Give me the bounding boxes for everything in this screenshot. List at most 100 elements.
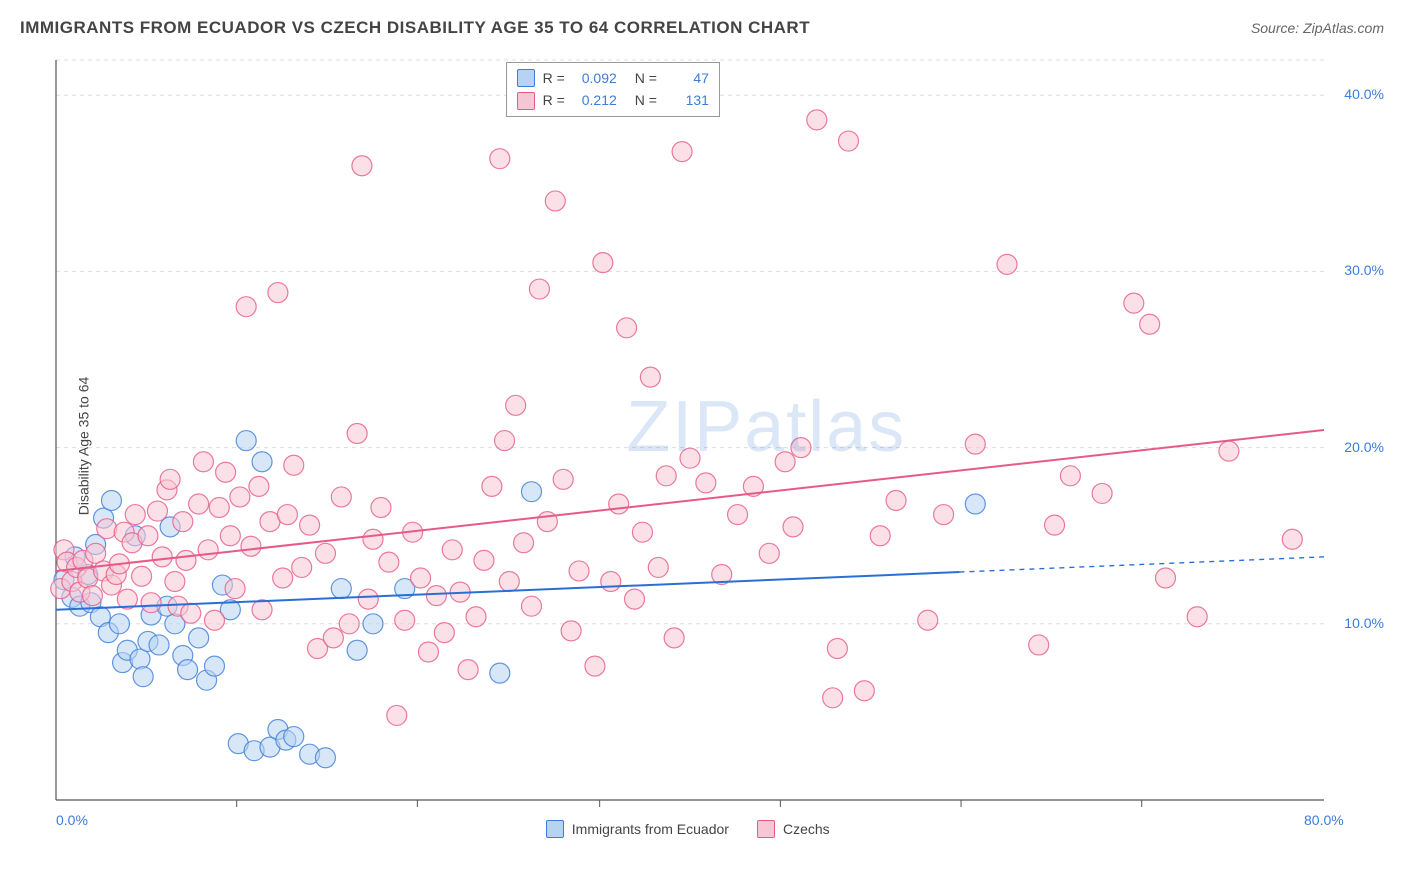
czechs-point	[561, 621, 581, 641]
czechs-point	[160, 469, 180, 489]
czechs-point	[173, 512, 193, 532]
czechs-point	[323, 628, 343, 648]
czechs-point	[82, 586, 102, 606]
ecuador-point	[965, 494, 985, 514]
czechs-point	[1219, 441, 1239, 461]
czechs-point	[371, 498, 391, 518]
czechs-point	[97, 519, 117, 539]
legend-row: R =0.212N =131	[517, 89, 709, 111]
legend-n-label: N =	[635, 67, 657, 89]
czechs-point	[775, 452, 795, 472]
series-legend-item: Immigrants from Ecuador	[546, 820, 729, 838]
y-tick-label: 30.0%	[1344, 262, 1384, 278]
czechs-point	[379, 552, 399, 572]
series-legend: Immigrants from Ecuador Czechs	[546, 820, 830, 838]
czechs-point	[499, 572, 519, 592]
czechs-point	[632, 522, 652, 542]
series-legend-label: Czechs	[783, 821, 830, 837]
ecuador-point	[284, 727, 304, 747]
czechs-point	[193, 452, 213, 472]
czechs-point	[823, 688, 843, 708]
czechs-point	[490, 149, 510, 169]
czechs-point	[331, 487, 351, 507]
legend-r-value: 0.092	[573, 67, 617, 89]
czechs-point	[395, 610, 415, 630]
czechs-point	[1124, 293, 1144, 313]
y-tick-label: 10.0%	[1344, 615, 1384, 631]
czechs-point	[482, 476, 502, 496]
czechs-point	[827, 638, 847, 658]
czechs-point	[495, 431, 515, 451]
czechs-point	[241, 536, 261, 556]
czechs-point	[553, 469, 573, 489]
czechs-point	[300, 515, 320, 535]
czechs-point	[672, 142, 692, 162]
y-tick-label: 40.0%	[1344, 86, 1384, 102]
czechs-point	[220, 526, 240, 546]
czechs-point	[252, 600, 272, 620]
ecuador-point	[205, 656, 225, 676]
czechs-point	[1092, 483, 1112, 503]
legend-r-label: R =	[543, 89, 565, 111]
ecuador-point	[252, 452, 272, 472]
correlation-legend: R =0.092N =47R =0.212N =131	[506, 62, 720, 117]
legend-n-value: 131	[665, 89, 709, 111]
czechs-point	[886, 490, 906, 510]
y-tick-label: 20.0%	[1344, 439, 1384, 455]
czechs-point	[315, 543, 335, 563]
czechs-point	[358, 589, 378, 609]
czechs-point	[205, 610, 225, 630]
ecuador-point	[149, 635, 169, 655]
czechs-point	[165, 572, 185, 592]
ecuador-point	[522, 482, 542, 502]
czechs-point	[230, 487, 250, 507]
legend-swatch	[546, 820, 564, 838]
czechs-point	[640, 367, 660, 387]
czechs-point	[138, 526, 158, 546]
ecuador-point	[101, 490, 121, 510]
scatter-svg	[50, 58, 1390, 840]
czechs-point	[728, 505, 748, 525]
czechs-point	[466, 607, 486, 627]
czechs-point	[545, 191, 565, 211]
czechs-point	[601, 572, 621, 592]
czechs-point	[292, 557, 312, 577]
czechs-point	[268, 283, 288, 303]
czechs-point	[216, 462, 236, 482]
czechs-point	[807, 110, 827, 130]
czechs-point	[965, 434, 985, 454]
legend-row: R =0.092N =47	[517, 67, 709, 89]
czechs-point	[680, 448, 700, 468]
ecuador-point	[331, 579, 351, 599]
czechs-point	[284, 455, 304, 475]
czechs-point	[434, 623, 454, 643]
ecuador-point	[347, 640, 367, 660]
ecuador-point	[133, 667, 153, 687]
czechs-point	[522, 596, 542, 616]
ecuador-point	[490, 663, 510, 683]
legend-swatch	[517, 92, 535, 110]
czechs-point	[141, 593, 161, 613]
czechs-point	[839, 131, 859, 151]
ecuador-point	[236, 431, 256, 451]
x-tick-label: 0.0%	[56, 812, 88, 828]
czechs-point	[656, 466, 676, 486]
czechs-point	[1045, 515, 1065, 535]
czechs-point	[363, 529, 383, 549]
czechs-point	[442, 540, 462, 560]
legend-n-label: N =	[635, 89, 657, 111]
czechs-point	[934, 505, 954, 525]
series-legend-label: Immigrants from Ecuador	[572, 821, 729, 837]
czechs-point	[593, 253, 613, 273]
czechs-point	[411, 568, 431, 588]
czechs-point	[514, 533, 534, 553]
legend-n-value: 47	[665, 67, 709, 89]
czechs-point	[189, 494, 209, 514]
czechs-point	[277, 505, 297, 525]
ecuador-point	[189, 628, 209, 648]
czechs-point	[1140, 314, 1160, 334]
legend-swatch	[517, 69, 535, 87]
czechs-point	[648, 557, 668, 577]
czechs-point	[1187, 607, 1207, 627]
czechs-point	[426, 586, 446, 606]
